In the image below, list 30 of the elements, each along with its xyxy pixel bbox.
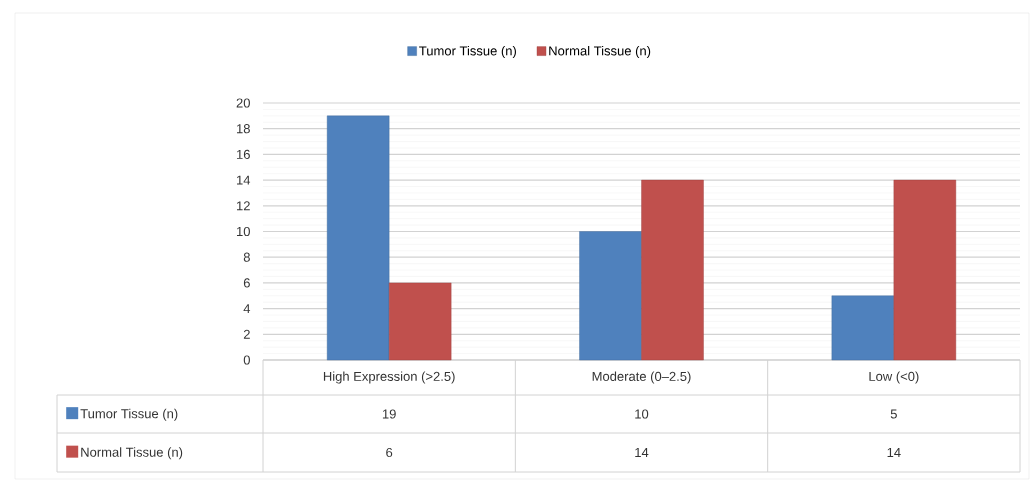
data-label: 14 [887,448,901,457]
bar [579,231,642,361]
text: Normal Tissue (n) [81,447,183,460]
x-tick-label: High Expression (>2.5) [323,371,455,384]
text: Tumor Tissue (n) [80,408,178,421]
y-tick-label: 12 [236,201,250,211]
y-tick-label: 4 [243,304,251,314]
y-tick-label: 14 [236,175,251,185]
legend-label: Tumor Tissue (n) [419,45,516,59]
data-label: 6 [386,447,393,458]
x-tick-label: Low (<0) [869,371,919,384]
y-tick-label: 0 [243,355,250,365]
legend-label: Normal Tissue (n) [549,45,651,59]
bar [831,295,895,361]
x-tick-label: Moderate (0–2.5) [592,371,691,384]
bar [388,282,452,361]
y-tick-label: 16 [236,149,250,159]
bar [893,179,957,361]
data-label: 14 [635,448,649,457]
bar [641,179,704,361]
data-label: 5 [890,409,897,419]
y-tick-label: 10 [236,226,250,237]
bar [326,115,390,361]
data-label: 10 [635,409,649,419]
y-tick-label: 6 [243,278,250,288]
y-tick-label: 18 [236,124,250,134]
y-tick-label: 20 [236,98,250,108]
y-tick-label: 2 [243,329,250,339]
y-tick-label: 8 [243,252,250,262]
data-label: 19 [382,409,396,419]
